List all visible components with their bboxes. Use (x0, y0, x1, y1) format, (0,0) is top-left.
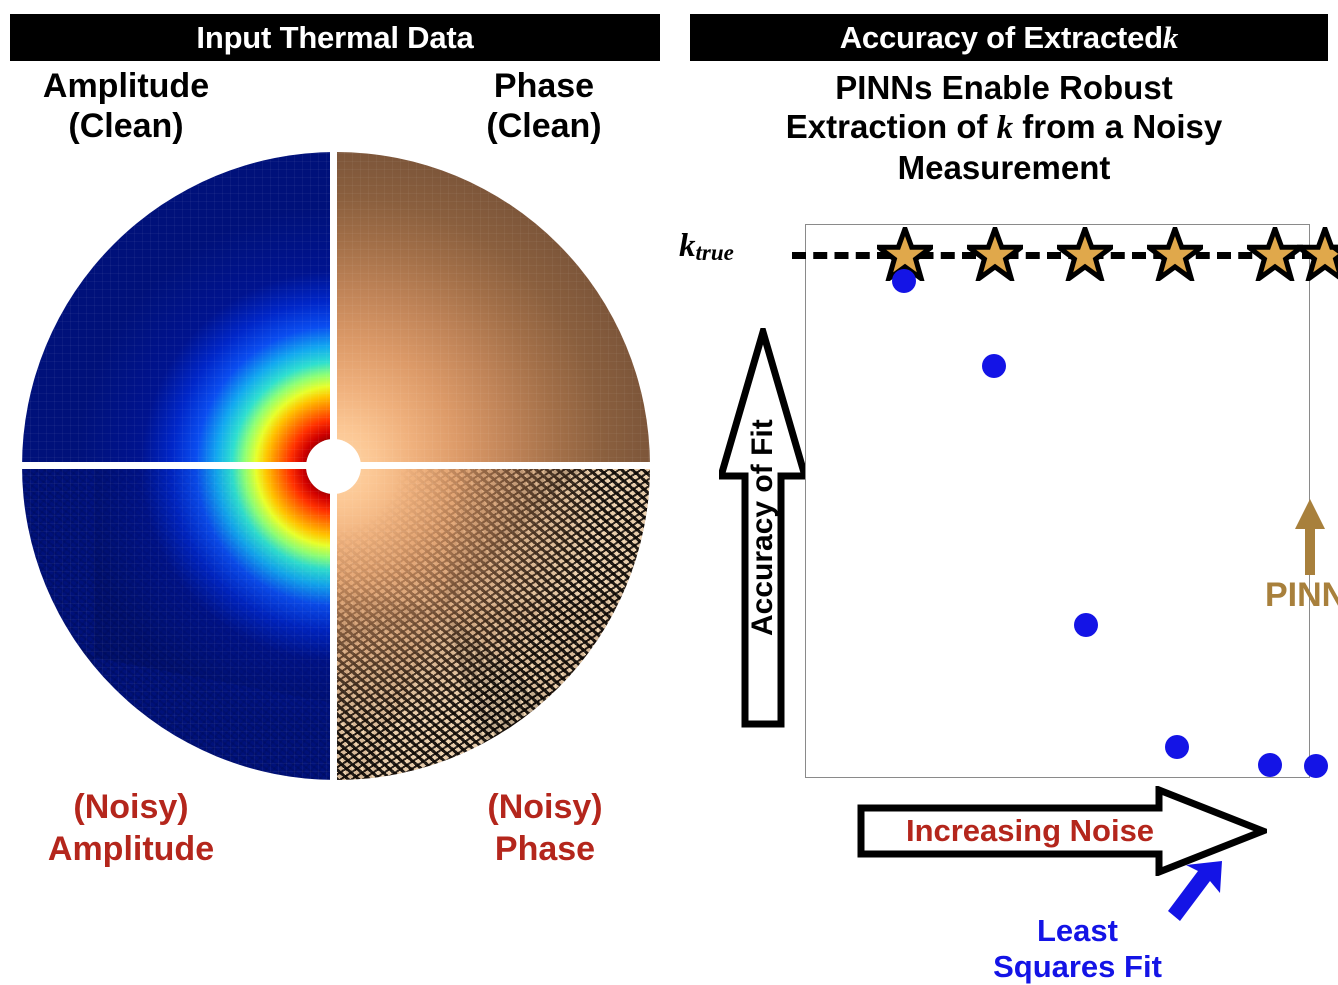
increasing-noise-arrow (857, 786, 1267, 876)
right-panel-title: Accuracy of Extracted (839, 19, 1163, 55)
subtitle-line-2: Extraction of k from a Noisy (687, 107, 1321, 148)
least-squares-dot (1165, 735, 1189, 759)
label-phase-clean: Phase (Clean) (486, 67, 602, 145)
copper-colormap-clean (336, 152, 650, 466)
subtitle-line-1: PINNs Enable Robust (835, 69, 1173, 106)
pinns-star-marker (1057, 227, 1113, 281)
pinns-star-marker (877, 227, 933, 281)
disk-center-hole (306, 439, 361, 494)
left-panel-title-bar: Input Thermal Data (10, 14, 660, 61)
label-phase-noisy: (Noisy) Phase (487, 788, 603, 868)
least-squares-dot (1304, 754, 1328, 778)
quadrant-amplitude-clean (22, 152, 336, 466)
subtitle-line-3: Measurement (897, 149, 1111, 186)
phase-noise-overlay (336, 466, 650, 780)
amplitude-noise-overlay (22, 466, 336, 780)
pinns-star-marker (1297, 227, 1338, 281)
pixelation-overlay (22, 152, 336, 466)
ktrue-axis-label: ktrue (679, 228, 734, 266)
pinns-star-marker (1332, 244, 1338, 254)
accuracy-of-extracted-k-panel: Accuracy of Extracted k PINNs Enable Rob… (669, 0, 1338, 984)
input-thermal-data-panel: Input Thermal Data Amplitude (Clean) Pha… (0, 0, 669, 888)
pinns-star-marker (967, 227, 1023, 281)
ktrue-symbol: k (679, 228, 696, 264)
pixelation-overlay (22, 466, 336, 780)
pixelation-overlay (336, 152, 650, 466)
label-amplitude-noisy: (Noisy) Amplitude (47, 788, 215, 868)
pinns-annotation-label: PINNs (1265, 576, 1338, 614)
right-panel-subtitle: PINNs Enable Robust Extraction of k from… (687, 68, 1321, 187)
pixelation-overlay (336, 466, 650, 780)
pinns-annotation-arrow (1295, 499, 1325, 575)
jet-colormap-clean (22, 152, 336, 466)
subtitle-k-symbol: k (996, 110, 1014, 146)
right-panel-title-bar: Accuracy of Extracted k (690, 14, 1328, 61)
least-squares-dot (1074, 613, 1098, 637)
right-panel-title-symbol: k (1162, 19, 1179, 55)
left-panel-title: Input Thermal Data (196, 19, 474, 55)
jet-colormap-noisy (22, 466, 336, 780)
least-squares-dot (1258, 753, 1282, 777)
accuracy-plot-area: PINNs Least Squares Fit (792, 224, 1338, 984)
pinns-star-marker (1247, 227, 1303, 281)
pinns-star-marker (1147, 227, 1203, 281)
quadrant-amplitude-noisy (22, 466, 336, 780)
ktrue-reference-line (792, 252, 1316, 259)
subtitle-line-2-part-a: Extraction of (785, 108, 997, 145)
quadrant-phase-clean (336, 152, 650, 466)
quadrant-phase-noisy (336, 466, 650, 780)
least-squares-dot (892, 269, 916, 293)
accuracy-of-fit-arrow (719, 328, 807, 728)
least-squares-dot (982, 354, 1006, 378)
ktrue-subscript: true (695, 240, 734, 265)
subtitle-line-2-part-b: from a Noisy (1013, 108, 1223, 145)
label-amplitude-clean: Amplitude (Clean) (42, 67, 210, 145)
least-squares-annotation-label: Least Squares Fit (993, 913, 1162, 984)
thermal-data-disk (22, 152, 650, 780)
